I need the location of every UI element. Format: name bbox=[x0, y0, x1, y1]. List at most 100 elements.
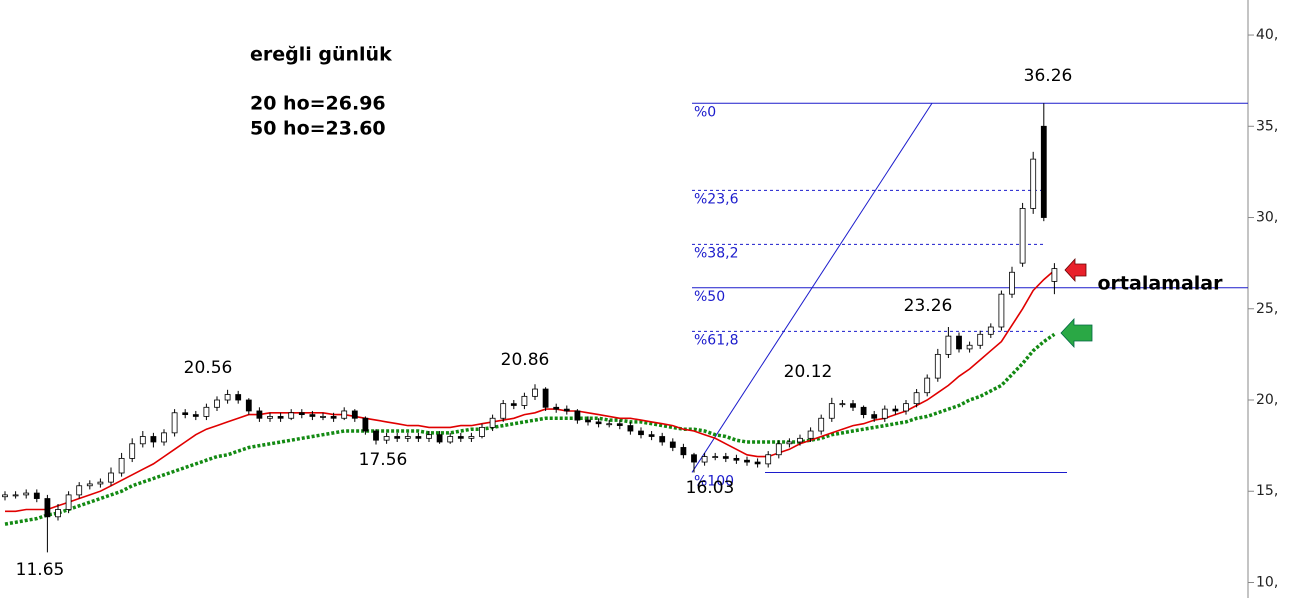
candle-body bbox=[712, 456, 719, 458]
candle-body bbox=[256, 410, 263, 419]
candle-body bbox=[553, 406, 560, 410]
candle-body bbox=[680, 447, 687, 456]
candle-body bbox=[839, 403, 846, 406]
candle-body bbox=[775, 443, 782, 456]
price-annotation: 11.65 bbox=[16, 560, 65, 580]
candle-body bbox=[479, 426, 485, 437]
candle-body bbox=[807, 430, 814, 439]
candle-body bbox=[362, 417, 369, 432]
candle-body bbox=[330, 416, 337, 419]
price-annotation: 16.03 bbox=[686, 478, 735, 498]
candle-body bbox=[447, 436, 454, 443]
candle-body bbox=[881, 408, 888, 419]
candle-body bbox=[903, 403, 909, 412]
candle-body bbox=[65, 494, 72, 510]
candle-body bbox=[542, 388, 549, 408]
candle-body bbox=[320, 416, 326, 418]
y-tick-label: 40, bbox=[1256, 27, 1278, 43]
candle-body bbox=[797, 437, 803, 443]
y-tick-label: 25, bbox=[1256, 301, 1278, 317]
candle-body bbox=[892, 408, 899, 412]
candle-body bbox=[86, 483, 93, 487]
candle-body bbox=[585, 419, 591, 423]
candle-body bbox=[786, 441, 793, 445]
candle-body bbox=[818, 417, 825, 432]
candle-body bbox=[224, 394, 231, 401]
candle-body bbox=[860, 406, 867, 416]
candle-body bbox=[510, 403, 517, 406]
candle-body bbox=[648, 434, 655, 437]
candle-body bbox=[744, 459, 750, 463]
candle-body bbox=[150, 436, 157, 443]
fib-label: %23,6 bbox=[694, 191, 739, 207]
y-tick-label: 30, bbox=[1256, 210, 1278, 226]
fib-label: %100 bbox=[694, 473, 734, 489]
candle-body bbox=[616, 423, 623, 426]
candle-body bbox=[722, 456, 729, 459]
candle-body bbox=[436, 434, 443, 443]
legend-note: ortalamalar bbox=[1098, 273, 1224, 295]
price-annotation: 20.12 bbox=[784, 362, 833, 382]
green-arrow bbox=[1060, 317, 1093, 349]
candle-body bbox=[1009, 271, 1015, 295]
candle-body bbox=[288, 412, 295, 419]
candle-body bbox=[298, 412, 305, 416]
candle-body bbox=[171, 412, 178, 434]
candle-body bbox=[97, 481, 104, 485]
subtitle: 50 ho=23.60 bbox=[250, 118, 386, 140]
candle-body bbox=[532, 388, 538, 397]
candle-body bbox=[669, 441, 676, 448]
y-tick-label: 15, bbox=[1256, 483, 1278, 499]
price-annotation: 20.86 bbox=[501, 350, 550, 370]
candle-body bbox=[850, 403, 856, 408]
candle-body bbox=[977, 333, 984, 346]
candle-body bbox=[404, 436, 411, 439]
candle-body bbox=[606, 423, 613, 426]
candle-body bbox=[733, 457, 740, 461]
candle-body bbox=[956, 335, 962, 350]
candle-body bbox=[871, 414, 878, 419]
candle-body bbox=[373, 430, 379, 441]
candle-body bbox=[457, 436, 464, 439]
candle-body bbox=[574, 410, 581, 421]
candle-body bbox=[595, 421, 602, 425]
candle-body bbox=[1051, 268, 1058, 282]
candle-body bbox=[235, 394, 242, 401]
price-annotation: 17.56 bbox=[359, 450, 408, 470]
candle-body bbox=[108, 472, 114, 483]
candle-body bbox=[161, 432, 167, 443]
candle-body bbox=[627, 425, 634, 432]
chart-title: ereğli günlük bbox=[250, 44, 392, 66]
candle-body bbox=[563, 408, 570, 412]
candle-body bbox=[934, 353, 941, 379]
candle-body bbox=[33, 492, 40, 499]
candle-body bbox=[44, 498, 51, 518]
candle-body bbox=[182, 412, 189, 416]
candle-body bbox=[341, 410, 348, 419]
candle-body bbox=[924, 377, 931, 394]
candle-body bbox=[1019, 207, 1026, 264]
candle-body bbox=[2, 494, 8, 498]
subtitle: 20 ho=26.96 bbox=[250, 93, 386, 115]
candle-body bbox=[394, 436, 401, 439]
candle-body bbox=[383, 436, 390, 441]
candle-body bbox=[638, 430, 644, 436]
candle-body bbox=[192, 414, 199, 417]
candle-body bbox=[765, 454, 772, 465]
fib-label: %50 bbox=[694, 289, 725, 305]
candle-body bbox=[309, 414, 316, 417]
candle-body bbox=[468, 436, 475, 439]
candle-body bbox=[12, 494, 19, 497]
candle-body bbox=[966, 344, 973, 350]
candle-body bbox=[987, 326, 994, 335]
candle-body bbox=[203, 406, 210, 417]
candle-body bbox=[426, 434, 432, 439]
candle-body bbox=[945, 335, 952, 355]
price-annotation: 36.26 bbox=[1024, 66, 1073, 86]
candle-body bbox=[489, 417, 496, 428]
fib-label: %38,2 bbox=[694, 245, 738, 261]
candle-body bbox=[754, 461, 761, 465]
candle-body bbox=[277, 416, 284, 419]
candle-body bbox=[55, 509, 61, 518]
